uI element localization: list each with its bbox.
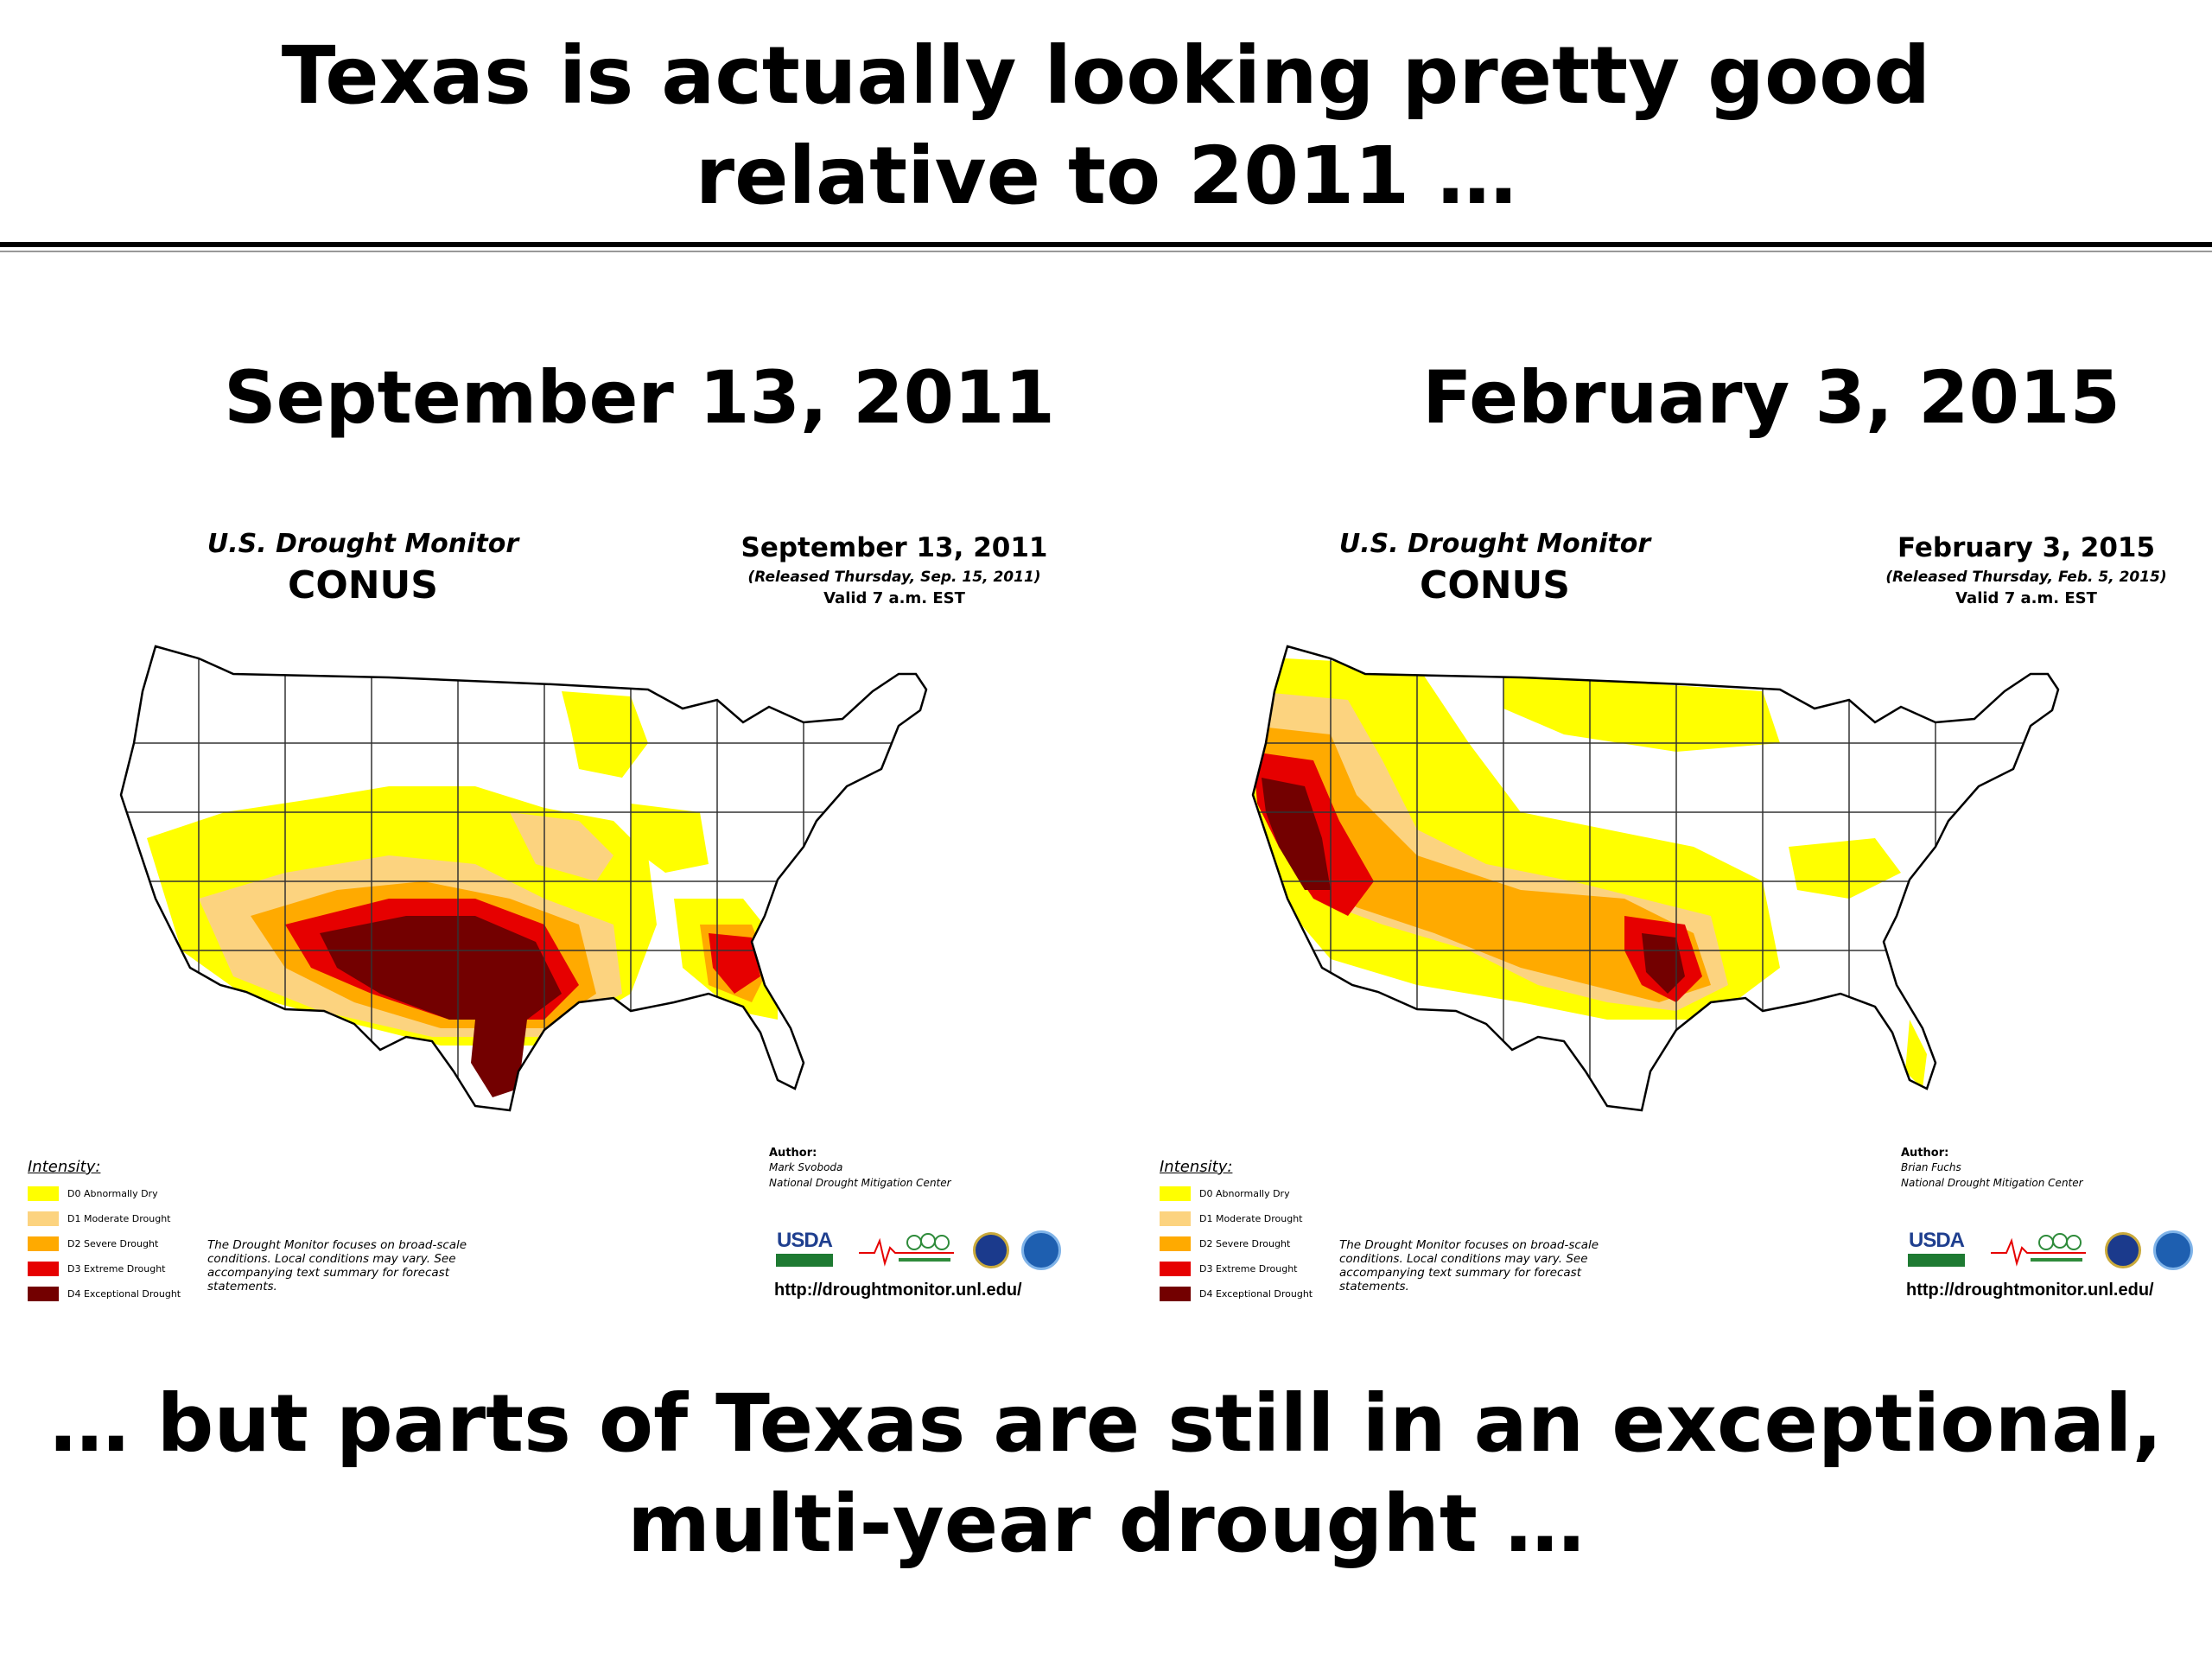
intensity-legend: Intensity: D0 Abnormally Dry D1 Moderate…: [28, 1158, 226, 1306]
slide-title-line-1: Texas is actually looking pretty good: [281, 29, 1931, 122]
intensity-legend: Intensity: D0 Abnormally Dry D1 Moderate…: [1160, 1158, 1358, 1306]
legend-label: D3 Extreme Drought: [67, 1263, 166, 1274]
slide-footer-line-1: … but parts of Texas are still in an exc…: [49, 1377, 2163, 1470]
legend-swatch-d1: [28, 1211, 59, 1226]
legend-item-d0: D0 Abnormally Dry: [28, 1181, 226, 1206]
legend-label: D4 Exceptional Drought: [67, 1288, 181, 1300]
slide-footer: … but parts of Texas are still in an exc…: [0, 1374, 2212, 1574]
legend-item-d4: D4 Exceptional Drought: [1160, 1281, 1358, 1306]
legend-title: Intensity:: [1160, 1158, 1233, 1176]
panel-heading-2015: February 3, 2015: [1422, 355, 2120, 440]
legend-swatch-d4: [28, 1287, 59, 1301]
usda-logo-bar: [776, 1254, 833, 1267]
panel-heading-2011: September 13, 2011: [224, 355, 1055, 440]
legend-item-d3: D3 Extreme Drought: [1160, 1256, 1358, 1281]
legend-item-d0: D0 Abnormally Dry: [1160, 1181, 1358, 1206]
drought-map-panel-2011: U.S. Drought Monitor CONUS September 13,…: [26, 518, 1106, 1313]
slide-footer-line-2: multi-year drought …: [627, 1478, 1585, 1570]
region-label: CONUS: [288, 563, 438, 607]
drought-map-panel-2015: U.S. Drought Monitor CONUS February 3, 2…: [1158, 518, 2212, 1313]
author-block: Author: Brian Fuchs National Drought Mit…: [1901, 1147, 2195, 1191]
legend-item-d2: D2 Severe Drought: [1160, 1231, 1358, 1256]
author-org: National Drought Mitigation Center: [769, 1177, 951, 1189]
slide-title-line-2: relative to 2011 …: [695, 130, 1517, 222]
release-date: (Released Thursday, Sep. 15, 2011): [747, 569, 1041, 586]
disclaimer-text: The Drought Monitor focuses on broad-sca…: [1339, 1238, 1599, 1294]
legend-item-d3: D3 Extreme Drought: [28, 1256, 226, 1281]
ndmc-logo: [1991, 1233, 2086, 1267]
legend-item-d1: D1 Moderate Drought: [28, 1206, 226, 1231]
legend-swatch-d3: [1160, 1262, 1191, 1276]
legend-label: D1 Moderate Drought: [1199, 1213, 1303, 1224]
legend-swatch-d2: [28, 1236, 59, 1251]
agency-logos: USDA: [1908, 1227, 2202, 1279]
map-date: February 3, 2015: [1897, 532, 2156, 563]
drought-monitor-url[interactable]: http://droughtmonitor.unl.edu/: [774, 1281, 1022, 1300]
author-name: Brian Fuchs: [1901, 1161, 1961, 1173]
us-drought-map-2015: [1251, 645, 2060, 1112]
author-org: National Drought Mitigation Center: [1901, 1177, 2083, 1189]
ndmc-logo: [859, 1233, 954, 1267]
noaa-seal-icon: [1021, 1230, 1061, 1270]
usdm-title: U.S. Drought Monitor: [207, 529, 519, 559]
region-label: CONUS: [1420, 563, 1570, 607]
legend-label: D2 Severe Drought: [67, 1238, 159, 1249]
legend-item-d1: D1 Moderate Drought: [1160, 1206, 1358, 1231]
us-drought-map-2011: [119, 645, 928, 1112]
author-name: Mark Svoboda: [769, 1161, 843, 1173]
legend-swatch-d4: [1160, 1287, 1191, 1301]
release-date: (Released Thursday, Feb. 5, 2015): [1885, 569, 2167, 586]
noaa-seal-icon: [2153, 1230, 2193, 1270]
author-label: Author:: [769, 1147, 817, 1160]
valid-time: Valid 7 a.m. EST: [1955, 589, 2097, 607]
doc-seal-icon: [2105, 1232, 2141, 1268]
author-block: Author: Mark Svoboda National Drought Mi…: [769, 1147, 1063, 1191]
legend-label: D0 Abnormally Dry: [1199, 1188, 1290, 1199]
map-date: September 13, 2011: [741, 532, 1048, 563]
valid-time: Valid 7 a.m. EST: [823, 589, 965, 607]
author-label: Author:: [1901, 1147, 1949, 1160]
agency-logos: USDA: [776, 1227, 1070, 1279]
usda-logo-text: USDA: [1908, 1229, 1965, 1252]
legend-label: D2 Severe Drought: [1199, 1238, 1291, 1249]
legend-swatch-d0: [28, 1186, 59, 1201]
doc-seal-icon: [973, 1232, 1009, 1268]
disclaimer-text: The Drought Monitor focuses on broad-sca…: [207, 1238, 467, 1294]
legend-label: D1 Moderate Drought: [67, 1213, 171, 1224]
legend-swatch-d2: [1160, 1236, 1191, 1251]
usda-logo: USDA: [776, 1229, 833, 1268]
usda-logo: USDA: [1908, 1229, 1965, 1268]
slide-title: Texas is actually looking pretty good re…: [0, 26, 2212, 226]
legend-label: D3 Extreme Drought: [1199, 1263, 1298, 1274]
legend-label: D4 Exceptional Drought: [1199, 1288, 1313, 1300]
legend-swatch-d3: [28, 1262, 59, 1276]
drought-monitor-url[interactable]: http://droughtmonitor.unl.edu/: [1906, 1281, 2154, 1300]
legend-item-d2: D2 Severe Drought: [28, 1231, 226, 1256]
legend-swatch-d1: [1160, 1211, 1191, 1226]
usdm-title: U.S. Drought Monitor: [1338, 529, 1651, 559]
legend-swatch-d0: [1160, 1186, 1191, 1201]
title-divider: [0, 242, 2212, 247]
legend-item-d4: D4 Exceptional Drought: [28, 1281, 226, 1306]
usda-logo-text: USDA: [776, 1229, 833, 1252]
title-divider-shadow: [0, 251, 2212, 252]
legend-label: D0 Abnormally Dry: [67, 1188, 158, 1199]
legend-title: Intensity:: [28, 1158, 101, 1176]
usda-logo-bar: [1908, 1254, 1965, 1267]
